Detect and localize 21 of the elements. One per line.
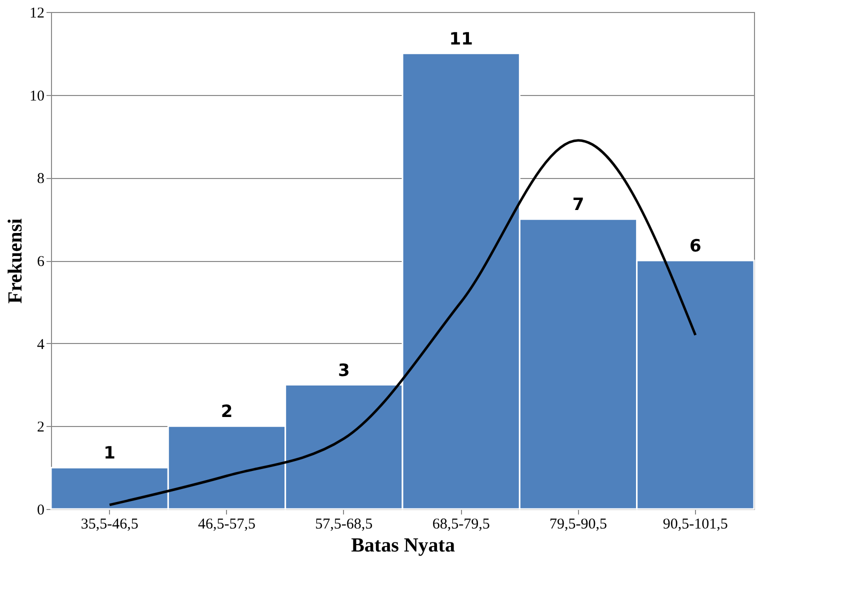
y-tick-label: 10 <box>30 88 44 104</box>
y-tick-label: 12 <box>30 6 44 22</box>
x-tick-label: 68,5-79,5 <box>432 516 490 532</box>
data-label: 2 <box>220 402 233 422</box>
x-tick-label: 46,5-57,5 <box>198 516 256 532</box>
data-label: 11 <box>449 29 473 50</box>
y-tick-label: 6 <box>37 254 45 270</box>
y-tick-label: 2 <box>37 420 44 436</box>
y-tick-label: 0 <box>37 502 44 518</box>
x-axis-title: Batas Nyata <box>351 534 455 556</box>
x-tick-label: 79,5-90,5 <box>550 516 607 532</box>
y-tick-label: 8 <box>37 171 44 188</box>
x-tick-label: 57,5-68,5 <box>315 516 373 532</box>
data-label: 6 <box>689 236 702 256</box>
y-tick-label: 4 <box>37 336 45 353</box>
x-tick-label: 90,5-101,5 <box>662 516 728 532</box>
data-label: 7 <box>572 195 584 216</box>
data-label: 3 <box>338 360 350 381</box>
x-tick-label: 35,5-46,5 <box>80 516 138 532</box>
data-label: 1 <box>104 444 116 464</box>
y-axis-title: Frekuensi <box>4 218 26 304</box>
